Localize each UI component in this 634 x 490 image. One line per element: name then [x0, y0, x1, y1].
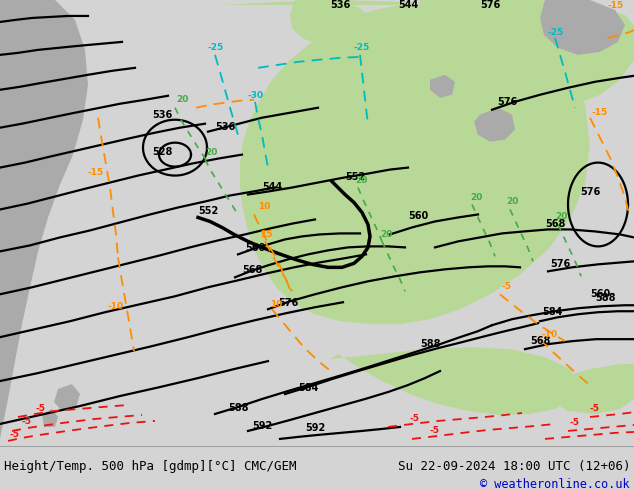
Text: 528: 528: [152, 147, 172, 157]
Text: 536: 536: [152, 110, 172, 120]
Text: 568: 568: [530, 336, 550, 346]
Text: 20: 20: [355, 175, 367, 185]
Text: -15: -15: [88, 168, 104, 176]
Text: 536: 536: [215, 122, 235, 132]
Text: -30: -30: [248, 91, 264, 100]
Polygon shape: [430, 75, 455, 98]
Text: -5: -5: [410, 414, 420, 423]
Polygon shape: [54, 384, 80, 411]
Text: -25: -25: [548, 28, 564, 37]
Text: 20: 20: [176, 95, 188, 104]
Text: 568: 568: [242, 265, 262, 275]
Text: 552: 552: [198, 206, 218, 217]
Text: 576: 576: [580, 187, 600, 196]
Text: 576: 576: [550, 259, 570, 270]
Polygon shape: [42, 409, 58, 427]
Text: -10: -10: [542, 330, 558, 339]
Text: Su 22-09-2024 18:00 UTC (12+06): Su 22-09-2024 18:00 UTC (12+06): [398, 460, 630, 473]
Text: -5: -5: [590, 404, 600, 413]
Text: -5: -5: [430, 426, 440, 435]
Text: 20: 20: [555, 213, 567, 221]
Text: 560-: 560-: [590, 289, 614, 299]
Text: 576: 576: [278, 298, 298, 308]
Text: 20: 20: [380, 230, 392, 240]
Text: 536: 536: [330, 0, 350, 10]
Polygon shape: [330, 347, 578, 415]
Text: 588: 588: [228, 403, 249, 413]
Text: 20: 20: [506, 197, 519, 206]
Text: 20: 20: [470, 193, 482, 201]
Text: © weatheronline.co.uk: © weatheronline.co.uk: [481, 478, 630, 490]
Text: -10: -10: [108, 302, 124, 311]
Text: 10: 10: [258, 202, 270, 212]
Text: 588: 588: [595, 293, 616, 303]
Text: 576: 576: [480, 0, 500, 10]
Text: -25: -25: [354, 43, 370, 52]
Polygon shape: [290, 0, 370, 45]
Text: 10: 10: [270, 300, 282, 309]
Text: -15: -15: [592, 108, 608, 117]
Polygon shape: [540, 364, 634, 414]
Text: 588: 588: [420, 339, 441, 349]
Text: -5: -5: [570, 418, 580, 427]
Text: 544: 544: [398, 0, 418, 10]
Polygon shape: [470, 0, 634, 108]
Text: -15: -15: [608, 1, 624, 10]
Polygon shape: [474, 108, 515, 142]
Text: 544: 544: [262, 181, 282, 192]
Polygon shape: [540, 0, 625, 55]
Text: 592: 592: [305, 423, 325, 433]
Polygon shape: [418, 0, 492, 45]
Polygon shape: [0, 0, 88, 446]
Text: 584: 584: [298, 383, 318, 393]
Text: 560: 560: [408, 212, 428, 221]
Text: 20: 20: [205, 147, 217, 157]
Text: -25: -25: [208, 43, 224, 52]
Text: Height/Temp. 500 hPa [gdmp][°C] CMC/GEM: Height/Temp. 500 hPa [gdmp][°C] CMC/GEM: [4, 460, 297, 473]
Text: -5: -5: [22, 417, 32, 426]
Text: -5: -5: [10, 430, 20, 439]
Polygon shape: [220, 0, 590, 324]
Text: 576: 576: [497, 97, 517, 107]
Text: 568: 568: [545, 220, 566, 229]
Text: 552: 552: [345, 172, 365, 182]
Text: 15: 15: [260, 230, 273, 240]
Text: 560: 560: [245, 244, 265, 253]
Text: -5: -5: [502, 282, 512, 291]
Text: 584: 584: [542, 307, 562, 317]
Text: -5: -5: [35, 404, 45, 413]
Text: 592: 592: [252, 421, 272, 431]
